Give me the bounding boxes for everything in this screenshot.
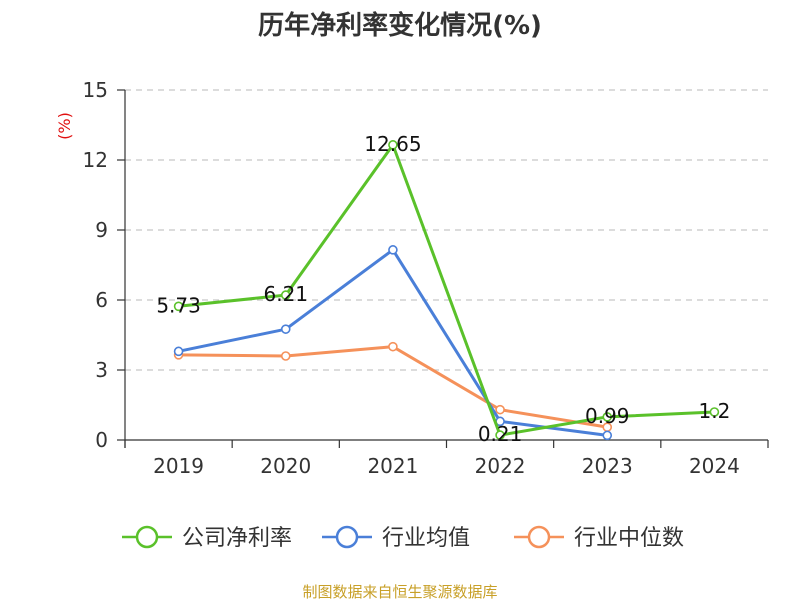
x-tick-label: 2023 — [582, 454, 633, 478]
data-point — [388, 341, 398, 352]
x-tick-label: 2024 — [689, 454, 740, 478]
data-point — [173, 346, 184, 357]
data-label: 0.21 — [478, 422, 523, 446]
legend-item[interactable]: 行业中位数 — [514, 525, 684, 551]
legend-item[interactable]: 行业均值 — [322, 525, 470, 551]
data-point — [280, 351, 291, 361]
data-point — [173, 301, 184, 312]
data-point — [709, 407, 720, 417]
y-tick-label: 3 — [95, 358, 108, 382]
data-point — [495, 430, 505, 440]
y-tick-label: 12 — [83, 148, 108, 172]
data-point — [280, 324, 291, 334]
x-tick-label: 2022 — [475, 454, 526, 478]
data-label: 12.65 — [364, 132, 421, 156]
data-label: 0.99 — [585, 404, 630, 428]
data-point — [602, 430, 613, 441]
data-point — [388, 245, 398, 255]
legend-marker — [527, 525, 551, 549]
y-axis-label: (%) — [55, 112, 74, 140]
y-tick-label: 6 — [95, 288, 108, 312]
data-label: 1.2 — [699, 399, 731, 423]
x-tick-label: 2020 — [260, 454, 311, 478]
legend-label: 行业中位数 — [574, 526, 684, 551]
data-point — [388, 140, 398, 150]
x-tick-label: 2021 — [367, 454, 418, 478]
legend-item[interactable]: 公司净利率 — [122, 525, 292, 551]
data-point — [602, 412, 613, 422]
legend-label: 公司净利率 — [182, 526, 292, 551]
data-point — [495, 404, 505, 415]
data-point — [280, 290, 291, 300]
x-tick-label: 2019 — [153, 454, 204, 478]
data-label: 5.73 — [156, 293, 201, 317]
legend-marker — [135, 525, 159, 549]
source-note: 制图数据来自恒生聚源数据库 — [302, 583, 497, 600]
series-group: 5.73 6.21 12.65 0.21 0.99 1.2 — [156, 132, 730, 446]
y-tick-label: 0 — [95, 428, 108, 452]
series-line — [178, 143, 715, 437]
axes: 0 3 6 9 12 15 2019 2020 2021 2022 2023 2024 — [83, 78, 769, 478]
y-tick-label: 9 — [95, 218, 108, 242]
series-line — [178, 345, 608, 429]
legend-marker — [335, 525, 359, 549]
y-tick-label: 15 — [83, 78, 108, 102]
chart-title: 历年净利率变化情况(%) — [258, 10, 542, 41]
legend-label: 行业均值 — [382, 526, 470, 551]
gridlines — [125, 89, 768, 371]
data-label: 6.21 — [263, 282, 308, 306]
legend[interactable]: 公司净利率 行业均值 行业中位数 — [122, 525, 684, 551]
